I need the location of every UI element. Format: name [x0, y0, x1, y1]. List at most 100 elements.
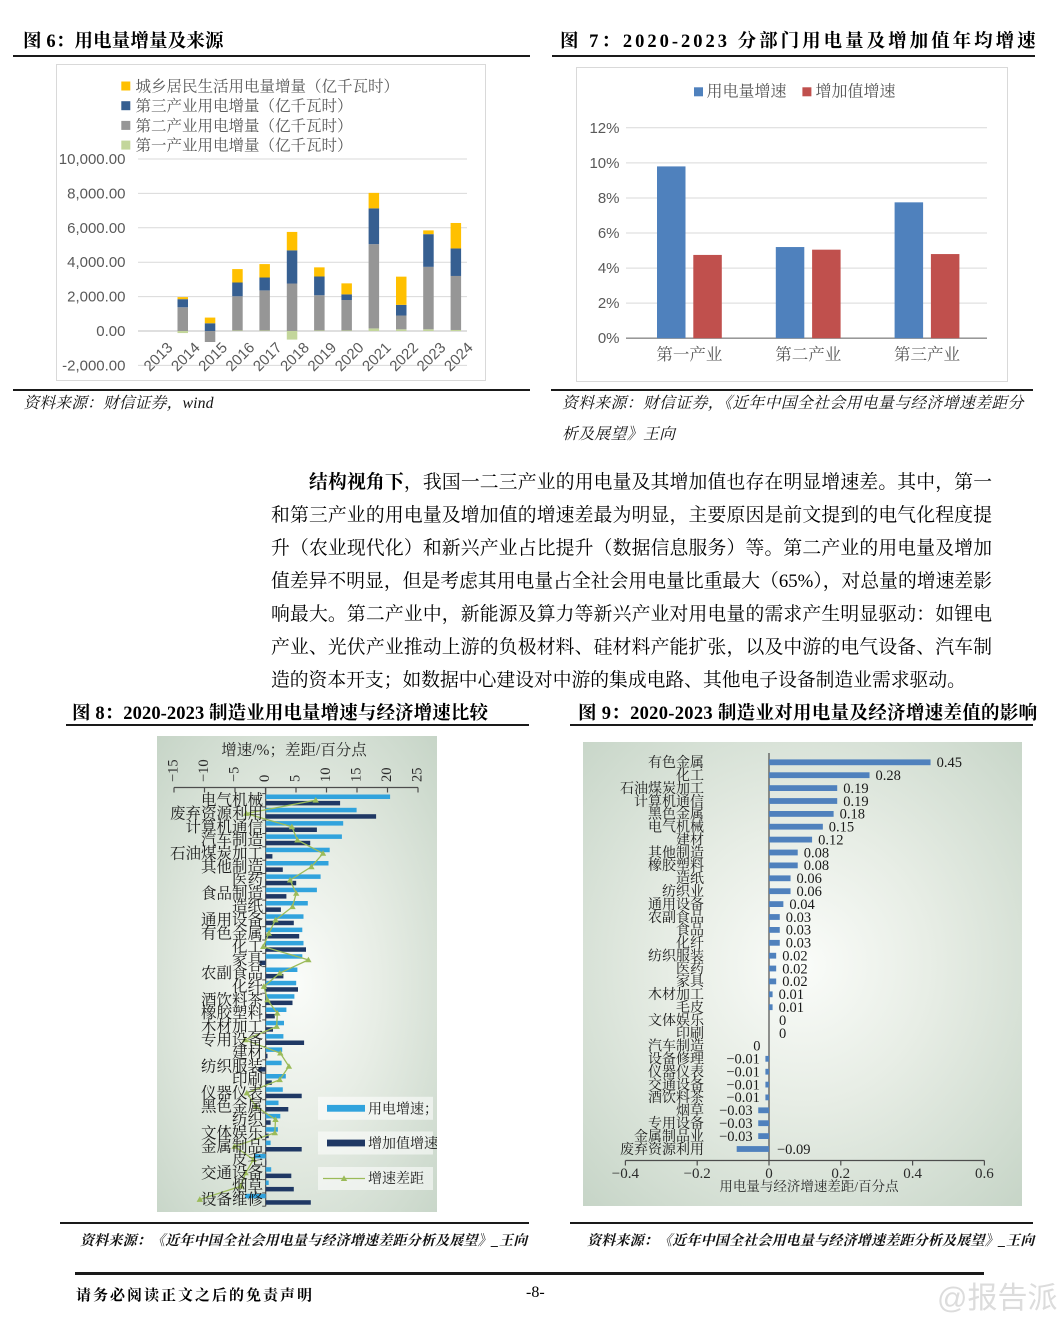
svg-text:0: 0 — [779, 1013, 786, 1029]
svg-text:化工: 化工 — [676, 768, 704, 784]
svg-text:0: 0 — [765, 1166, 773, 1182]
svg-text:化纤: 化纤 — [232, 978, 263, 996]
svg-text:文体娱乐: 文体娱乐 — [201, 1124, 264, 1142]
svg-text:通用设备: 通用设备 — [201, 911, 264, 929]
svg-text:黑色金属: 黑色金属 — [201, 1097, 263, 1115]
svg-text:0.19: 0.19 — [843, 781, 868, 797]
svg-text:0.08: 0.08 — [804, 845, 829, 861]
svg-text:0.03: 0.03 — [786, 923, 811, 939]
svg-text:0.01: 0.01 — [779, 987, 804, 1003]
svg-text:0.02: 0.02 — [782, 961, 807, 977]
svg-text:设备修理: 设备修理 — [648, 1052, 704, 1068]
svg-text:化工: 化工 — [232, 938, 263, 956]
svg-text:0: 0 — [257, 775, 273, 782]
svg-text:0.02: 0.02 — [782, 949, 807, 965]
svg-text:-2,000.00: -2,000.00 — [62, 357, 125, 374]
svg-text:其他制造: 其他制造 — [201, 858, 263, 876]
svg-text:交通设备: 交通设备 — [648, 1077, 704, 1093]
svg-text:毛皮: 毛皮 — [676, 999, 704, 1016]
svg-text:烟草: 烟草 — [232, 1176, 263, 1195]
svg-text:2%: 2% — [598, 295, 620, 312]
svg-text:第二产业用电增量（亿千瓦时）: 第二产业用电增量（亿千瓦时） — [136, 117, 353, 135]
svg-text:用电增速；: 用电增速； — [368, 1100, 437, 1117]
svg-text:20: 20 — [379, 768, 395, 783]
svg-text:通用设备: 通用设备 — [648, 897, 704, 913]
svg-text:−0.03: −0.03 — [719, 1116, 753, 1132]
svg-text:−10: −10 — [196, 759, 212, 782]
svg-text:造纸: 造纸 — [676, 870, 704, 887]
svg-text:皮毛: 皮毛 — [232, 1151, 264, 1169]
svg-text:4,000.00: 4,000.00 — [67, 254, 125, 271]
svg-text:印刷: 印刷 — [676, 1026, 704, 1042]
svg-text:15: 15 — [349, 768, 365, 783]
svg-text:家具: 家具 — [676, 974, 705, 990]
svg-text:第一产业: 第一产业 — [656, 345, 723, 364]
svg-text:0.19: 0.19 — [843, 794, 868, 810]
svg-text:第三产业: 第三产业 — [894, 345, 961, 364]
svg-text:0%: 0% — [598, 330, 620, 347]
svg-text:10: 10 — [318, 768, 334, 783]
svg-text:专用设备: 专用设备 — [648, 1116, 704, 1132]
svg-text:仪器仪表: 仪器仪表 — [648, 1064, 704, 1081]
svg-text:2020: 2020 — [332, 339, 368, 375]
svg-text:仪器仪表: 仪器仪表 — [201, 1083, 263, 1102]
svg-text:2021: 2021 — [359, 339, 395, 375]
svg-text:0.01: 0.01 — [779, 1000, 804, 1016]
svg-text:2019: 2019 — [305, 339, 341, 375]
svg-text:橡胶塑料: 橡胶塑料 — [648, 857, 704, 874]
svg-text:−0.01: −0.01 — [726, 1065, 760, 1081]
svg-text:第二产业: 第二产业 — [775, 345, 842, 364]
svg-text:设备维修: 设备维修 — [201, 1191, 264, 1209]
svg-text:−0.2: −0.2 — [684, 1166, 711, 1182]
svg-text:2014: 2014 — [168, 339, 204, 375]
svg-text:−0.03: −0.03 — [719, 1129, 753, 1145]
svg-text:−15: −15 — [166, 759, 182, 782]
svg-text:2,000.00: 2,000.00 — [67, 289, 125, 306]
svg-text:其他制造: 其他制造 — [648, 844, 704, 861]
svg-text:印刷: 印刷 — [232, 1071, 263, 1089]
svg-text:0.28: 0.28 — [876, 768, 901, 784]
svg-text:6%: 6% — [598, 225, 620, 242]
svg-text:食品: 食品 — [676, 923, 704, 939]
svg-text:汽车制造: 汽车制造 — [201, 831, 263, 849]
svg-text:增速差距: 增速差距 — [368, 1170, 424, 1187]
svg-text:农副食品: 农副食品 — [648, 910, 704, 926]
svg-text:5: 5 — [288, 775, 304, 782]
svg-text:−0.4: −0.4 — [612, 1166, 640, 1182]
svg-text:0.45: 0.45 — [937, 755, 962, 771]
svg-text:2015: 2015 — [195, 339, 231, 375]
svg-text:医药: 医药 — [232, 871, 263, 889]
svg-text:0.03: 0.03 — [786, 936, 811, 952]
svg-text:计算机通信: 计算机通信 — [185, 818, 263, 836]
svg-text:造纸: 造纸 — [232, 898, 264, 916]
svg-text:−0.01: −0.01 — [726, 1077, 760, 1093]
svg-text:木材加工: 木材加工 — [648, 986, 704, 1003]
svg-text:8%: 8% — [598, 190, 620, 207]
svg-text:0.12: 0.12 — [818, 832, 843, 848]
svg-text:电气机械: 电气机械 — [201, 791, 264, 809]
svg-text:医药: 医药 — [676, 961, 704, 977]
svg-text:电气机械: 电气机械 — [648, 819, 704, 836]
svg-text:有色金属: 有色金属 — [648, 755, 704, 771]
svg-text:交通设备: 交通设备 — [201, 1164, 264, 1182]
svg-text:用电量增速: 用电量增速 — [707, 83, 787, 101]
svg-text:0.06: 0.06 — [797, 884, 822, 900]
svg-text:0.02: 0.02 — [782, 974, 807, 990]
svg-text:专用设备: 专用设备 — [201, 1031, 264, 1049]
svg-text:0.6: 0.6 — [975, 1166, 994, 1182]
svg-text:汽车制造: 汽车制造 — [648, 1038, 704, 1055]
svg-text:酒饮料茶: 酒饮料茶 — [648, 1090, 704, 1106]
svg-text:石油煤炭加工: 石油煤炭加工 — [620, 780, 704, 797]
svg-text:2024: 2024 — [441, 339, 477, 375]
svg-text:10,000.00: 10,000.00 — [59, 151, 126, 168]
svg-text:−0.01: −0.01 — [726, 1090, 760, 1106]
svg-text:烟草: 烟草 — [676, 1102, 704, 1119]
svg-text:建材: 建材 — [676, 831, 704, 848]
svg-text:0.00: 0.00 — [96, 323, 125, 340]
svg-text:用电量与经济增速差距/百分点: 用电量与经济增速差距/百分点 — [719, 1178, 899, 1194]
svg-text:食品制造: 食品制造 — [201, 884, 263, 902]
svg-text:−0.03: −0.03 — [719, 1103, 753, 1119]
svg-text:6,000.00: 6,000.00 — [67, 220, 125, 237]
svg-text:0.06: 0.06 — [797, 871, 822, 887]
svg-text:废弃资源利用: 废弃资源利用 — [170, 805, 263, 823]
